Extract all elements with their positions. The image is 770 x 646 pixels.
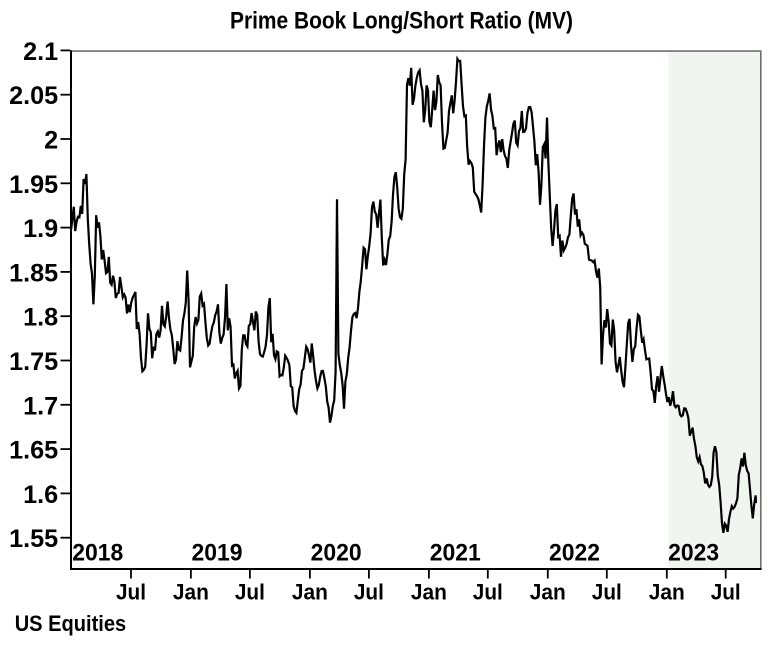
svg-text:2020: 2020 <box>311 539 362 566</box>
svg-text:Jan: Jan <box>173 580 209 605</box>
svg-text:2023: 2023 <box>668 539 719 566</box>
svg-text:1.7: 1.7 <box>23 392 58 420</box>
svg-text:2.1: 2.1 <box>23 38 58 66</box>
svg-text:2019: 2019 <box>192 539 243 566</box>
svg-text:1.6: 1.6 <box>23 481 58 509</box>
svg-text:Jan: Jan <box>292 580 328 605</box>
svg-text:2022: 2022 <box>549 539 600 566</box>
svg-text:1.85: 1.85 <box>9 259 58 287</box>
svg-text:1.95: 1.95 <box>9 171 58 199</box>
svg-text:2021: 2021 <box>430 539 481 566</box>
svg-text:1.75: 1.75 <box>9 348 58 376</box>
svg-text:1.65: 1.65 <box>9 437 58 465</box>
svg-text:1.55: 1.55 <box>9 525 58 553</box>
svg-text:Jul: Jul <box>354 580 384 605</box>
svg-text:Jul: Jul <box>592 580 622 605</box>
svg-text:Jul: Jul <box>711 580 741 605</box>
svg-text:Prime Book Long/Short Ratio (M: Prime Book Long/Short Ratio (MV) <box>230 8 573 35</box>
svg-text:2: 2 <box>44 127 58 155</box>
svg-text:Jan: Jan <box>411 580 447 605</box>
svg-text:2018: 2018 <box>72 539 123 566</box>
svg-text:Jan: Jan <box>530 580 566 605</box>
svg-text:US Equities: US Equities <box>15 611 127 636</box>
svg-text:Jul: Jul <box>116 580 146 605</box>
svg-text:1.8: 1.8 <box>23 304 58 332</box>
svg-text:Jul: Jul <box>473 580 503 605</box>
svg-text:2.05: 2.05 <box>9 82 58 110</box>
svg-text:Jan: Jan <box>649 580 685 605</box>
svg-text:1.9: 1.9 <box>23 215 58 243</box>
svg-text:Jul: Jul <box>235 580 265 605</box>
